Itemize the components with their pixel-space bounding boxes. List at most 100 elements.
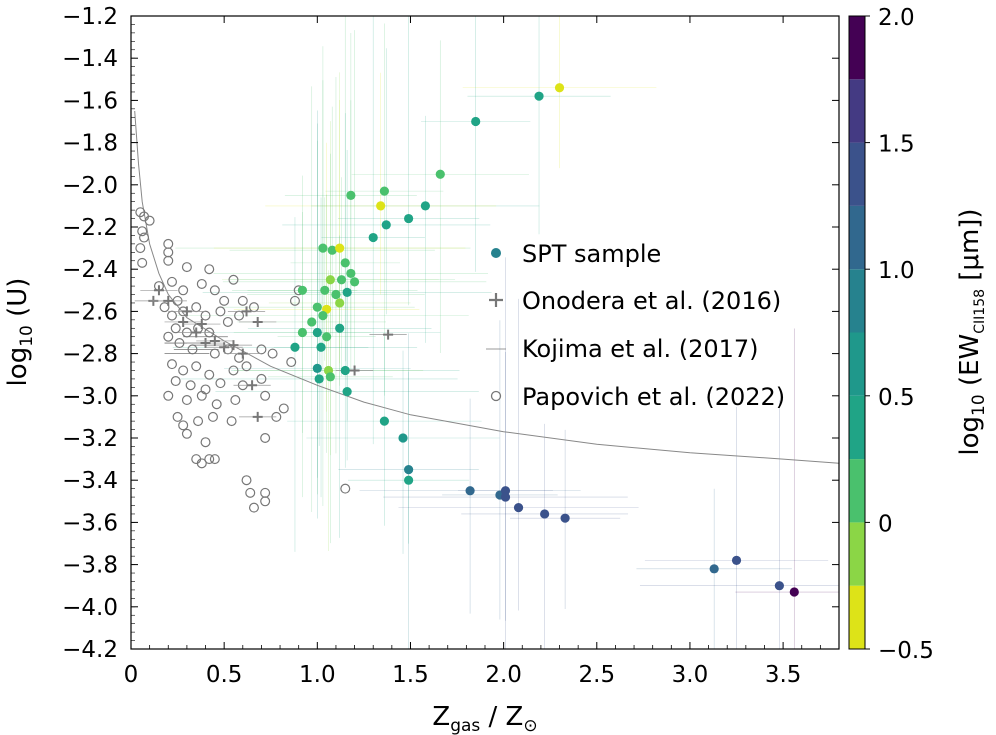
papovich-point	[200, 437, 211, 448]
spt-point	[322, 332, 332, 342]
spt-point	[342, 386, 352, 397]
papovich-point	[260, 487, 271, 498]
papovich-point	[196, 458, 207, 469]
spt-point	[500, 492, 511, 502]
colorbar-tick-label: 0.5	[878, 385, 915, 411]
spt-point	[297, 285, 308, 295]
papovich-point	[267, 348, 278, 359]
y-tick-label: −1.4	[62, 46, 118, 72]
spt-point	[381, 220, 391, 230]
y-tick-label: −3.6	[62, 510, 118, 536]
x-tick-label: 1.0	[299, 662, 336, 688]
spt-point	[420, 201, 430, 211]
spt-point	[312, 363, 322, 373]
spt-point	[404, 213, 414, 224]
spt-point	[312, 302, 322, 312]
papovich-point	[178, 365, 189, 376]
onodera-point	[252, 316, 263, 327]
papovich-point	[185, 380, 196, 391]
spt-point	[774, 581, 784, 591]
x-axis: 0 0.5 1.0 1.5 2.0 2.5 3.0 3.5	[124, 16, 821, 688]
papovich-point	[260, 496, 271, 507]
papovich-point	[196, 278, 207, 289]
papovich-point	[204, 264, 215, 275]
papovich-point	[178, 285, 189, 296]
spt-point	[307, 317, 317, 327]
x-tick-label: 2.5	[579, 662, 616, 688]
y-tick-label: −2.6	[62, 299, 118, 325]
legend: SPT sample Onodera et al. (2016) Kojima …	[486, 240, 785, 411]
spt-point	[465, 486, 475, 496]
spt-point	[379, 416, 389, 426]
colorbar-bin	[849, 79, 865, 143]
spt-point	[379, 186, 389, 196]
papovich-point	[241, 361, 252, 372]
model-curve	[134, 110, 839, 464]
papovich-point	[228, 274, 239, 285]
papovich-point	[166, 276, 177, 287]
y-tick-label: −1.2	[62, 4, 118, 30]
spt-point	[500, 486, 511, 496]
spt-point	[335, 243, 345, 253]
y-axis: −4.2 −4.0 −3.8 −3.6 −3.4 −3.2 −3.0 −2.8 −2.6 −2.4…	[62, 4, 839, 663]
papovich-point	[260, 433, 271, 444]
spt-point	[398, 433, 408, 443]
spt-point	[342, 287, 352, 298]
onodera-point	[247, 380, 258, 391]
colorbar-bin	[849, 332, 865, 396]
colorbar-frame	[848, 15, 866, 650]
papovich-point	[170, 376, 181, 387]
spt-point	[314, 374, 324, 384]
colorbar-label-tail: [μm])	[955, 208, 985, 289]
x-tick-label: 3.0	[672, 662, 709, 688]
y-tick-label: −1.8	[62, 131, 118, 157]
colorbar-bin	[849, 395, 865, 460]
y-label-main: log	[3, 347, 33, 387]
spt-point	[346, 268, 356, 279]
papovich-point	[226, 416, 237, 427]
papovich-point	[278, 403, 289, 414]
spt-point	[340, 365, 350, 376]
papovich-point	[215, 306, 226, 317]
spt-point	[346, 190, 356, 200]
papovich-point	[200, 310, 211, 321]
papovich-point	[178, 420, 189, 431]
colorbar-label-sub2: CII158	[972, 289, 988, 334]
onodera-point	[228, 340, 239, 351]
legend-marker-papovich	[490, 390, 502, 402]
legend-marker-spt	[491, 248, 501, 258]
papovich-point	[256, 373, 267, 384]
papovich-point	[260, 390, 271, 401]
spt-point	[789, 587, 799, 597]
spt-point	[471, 116, 481, 127]
papovich-point	[137, 226, 148, 237]
spt-point	[731, 555, 742, 565]
onodera-point	[181, 306, 192, 317]
spt-point	[316, 342, 326, 352]
papovich-point	[228, 365, 239, 376]
papovich-point	[181, 262, 192, 273]
papovich-point	[170, 323, 181, 334]
papovich-point	[196, 390, 207, 401]
colorbar	[849, 16, 865, 649]
spt-point	[297, 327, 308, 338]
papovich-point	[163, 247, 174, 258]
onodera-point	[191, 327, 202, 338]
papovich-point	[137, 257, 148, 268]
onodera-point	[178, 316, 189, 327]
colorbar-tick-label: −0.5	[878, 638, 934, 664]
onodera-points	[134, 285, 407, 422]
spt-point	[320, 285, 330, 295]
spt-point	[404, 475, 414, 485]
y-tick-label: −3.0	[62, 384, 118, 410]
spt-point	[368, 232, 378, 243]
papovich-point	[211, 399, 222, 410]
papovich-point	[181, 428, 192, 439]
onodera-point	[163, 295, 174, 306]
papovich-point	[241, 475, 252, 486]
colorbar-bin	[849, 205, 865, 270]
y-tick-label: −2.2	[62, 215, 118, 241]
papovich-point	[191, 361, 202, 372]
y-tick-label: −2.4	[62, 257, 118, 283]
onodera-point	[237, 348, 248, 359]
